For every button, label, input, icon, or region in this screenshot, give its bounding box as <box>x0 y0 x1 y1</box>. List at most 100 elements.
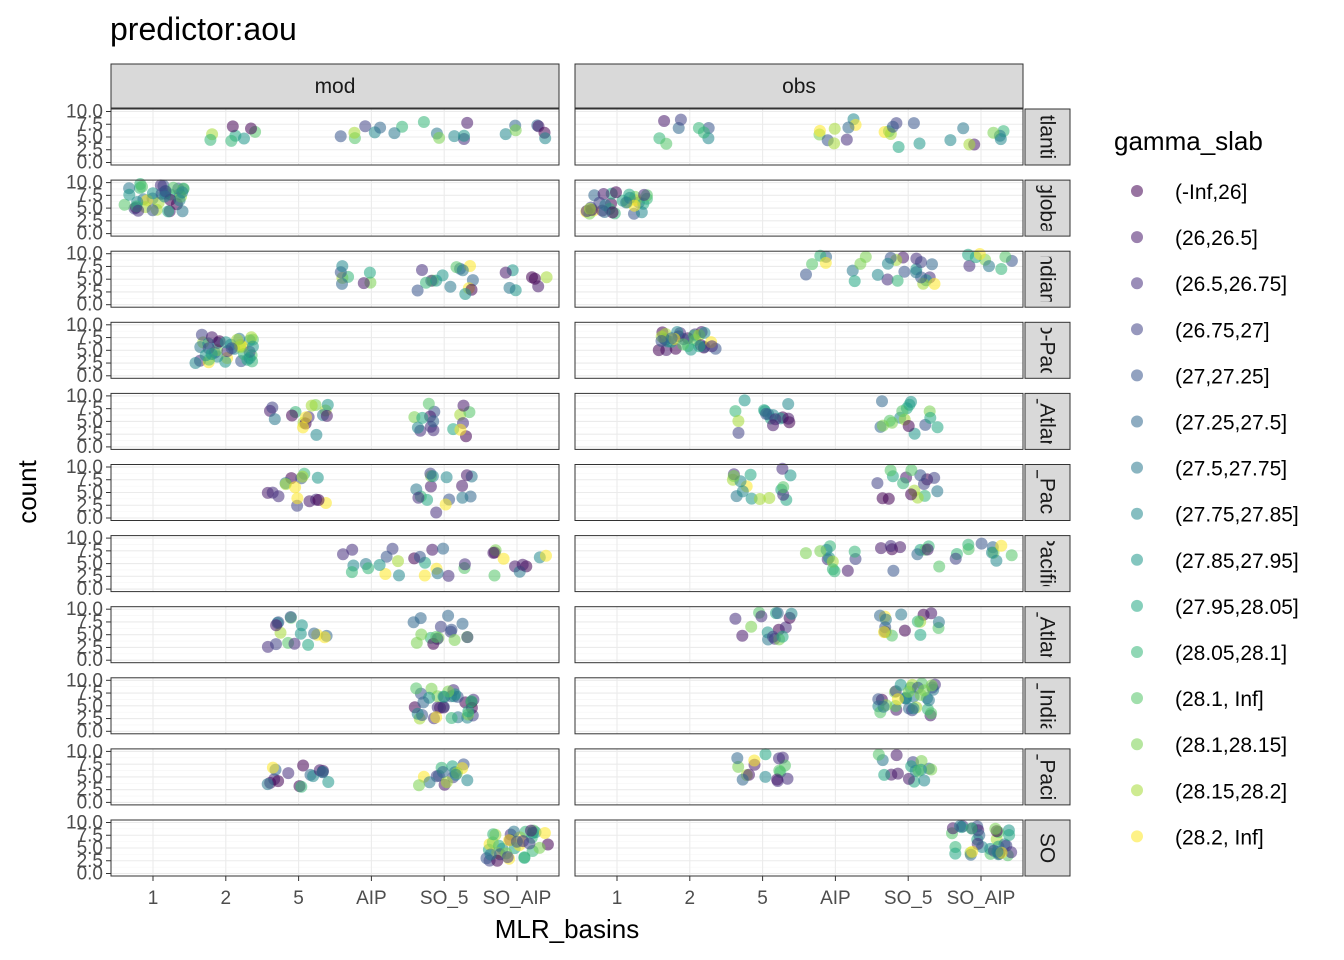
y-tick-label: 5.0 <box>77 696 103 717</box>
data-point <box>876 395 888 408</box>
y-tick-label: 7.5 <box>77 470 103 491</box>
data-point <box>288 637 301 650</box>
panel-border <box>110 321 560 379</box>
panel-border <box>574 179 1024 237</box>
data-point <box>928 277 941 290</box>
data-point <box>1005 846 1018 859</box>
data-point <box>1003 829 1016 841</box>
data-point <box>412 491 425 504</box>
data-point <box>423 776 436 789</box>
data-point <box>266 761 279 774</box>
data-point <box>321 398 334 411</box>
data-point <box>456 264 469 277</box>
data-point <box>238 132 250 145</box>
data-point <box>417 696 430 709</box>
data-point <box>459 288 472 300</box>
y-tick-label: 10.0 <box>66 315 103 336</box>
data-point <box>303 495 316 508</box>
data-point <box>426 543 439 556</box>
row-strip-label: _Pacif <box>1036 747 1059 807</box>
row-strip-label: _Atlan <box>1036 604 1059 665</box>
legend-key <box>1131 185 1143 197</box>
legend-key <box>1131 553 1143 566</box>
data-point <box>484 848 497 861</box>
data-point <box>204 133 217 146</box>
data-point <box>445 623 458 636</box>
legend-label: (27,27.25] <box>1175 365 1270 388</box>
data-point <box>219 355 232 368</box>
data-point <box>461 116 474 129</box>
data-point <box>925 607 938 620</box>
x-tick-label: SO_5 <box>884 888 933 909</box>
data-point <box>913 137 926 150</box>
data-point <box>336 277 348 290</box>
y-tick-label: 10.0 <box>66 599 103 620</box>
data-point <box>736 485 749 498</box>
y-tick-label: 5.0 <box>77 411 103 432</box>
data-point <box>826 563 839 576</box>
y-tick-label: 10.0 <box>66 457 103 478</box>
y-tick-label: 0.0 <box>77 650 103 671</box>
data-point <box>620 196 633 209</box>
data-point <box>501 851 514 864</box>
legend-key <box>1131 692 1143 705</box>
data-point <box>416 411 429 424</box>
y-tick-label: 2.5 <box>77 637 103 658</box>
row-strip-label: _Paci <box>1036 465 1059 519</box>
data-point <box>189 357 202 369</box>
data-point <box>245 122 257 135</box>
data-point <box>348 126 361 139</box>
data-point <box>745 620 758 633</box>
data-point <box>773 752 785 765</box>
data-point <box>312 494 325 506</box>
data-point <box>420 276 432 289</box>
y-tick-label: 5.0 <box>77 127 103 148</box>
data-point <box>881 257 894 270</box>
data-point <box>413 779 425 792</box>
data-point <box>925 707 938 720</box>
legend-label: (28.1,28.15] <box>1175 734 1287 757</box>
x-tick-label: 1 <box>612 888 623 909</box>
row-strip-rect <box>1024 321 1071 379</box>
data-point <box>729 612 742 625</box>
data-point <box>800 268 812 281</box>
data-point <box>462 705 475 718</box>
data-point <box>430 274 443 287</box>
data-point <box>393 569 405 582</box>
data-point <box>270 638 282 651</box>
data-point <box>448 130 461 143</box>
x-tick-label: AIP <box>820 888 851 909</box>
legend-key <box>1131 461 1143 474</box>
data-point <box>334 130 347 143</box>
data-point <box>510 835 523 848</box>
data-point <box>871 477 884 490</box>
data-point <box>418 569 431 582</box>
data-point <box>533 841 546 854</box>
data-point <box>902 772 915 785</box>
data-point <box>509 124 522 137</box>
data-point <box>962 248 975 261</box>
data-point <box>246 340 259 353</box>
data-point <box>461 631 474 644</box>
data-point <box>918 478 930 490</box>
legend-key <box>1131 646 1143 658</box>
chart-title: predictor:aou <box>110 11 297 47</box>
legend-label: (27.75,27.85] <box>1175 504 1299 527</box>
y-tick-label: 5.0 <box>77 269 103 290</box>
data-point <box>744 468 757 481</box>
legend-label: (-Inf,26] <box>1175 181 1247 204</box>
data-point <box>876 419 889 432</box>
row-strip: tlanti <box>1024 108 1071 166</box>
row-strip-rect <box>1024 606 1071 664</box>
data-point <box>698 326 711 339</box>
data-point <box>878 768 891 781</box>
legend-key <box>1131 231 1143 244</box>
data-point <box>944 134 957 147</box>
data-point <box>440 471 453 484</box>
data-point <box>962 538 975 551</box>
data-point <box>957 122 970 135</box>
data-point <box>516 558 529 571</box>
data-point <box>994 133 1007 146</box>
data-point <box>430 630 443 643</box>
row-strip: Pacific <box>1024 535 1071 593</box>
